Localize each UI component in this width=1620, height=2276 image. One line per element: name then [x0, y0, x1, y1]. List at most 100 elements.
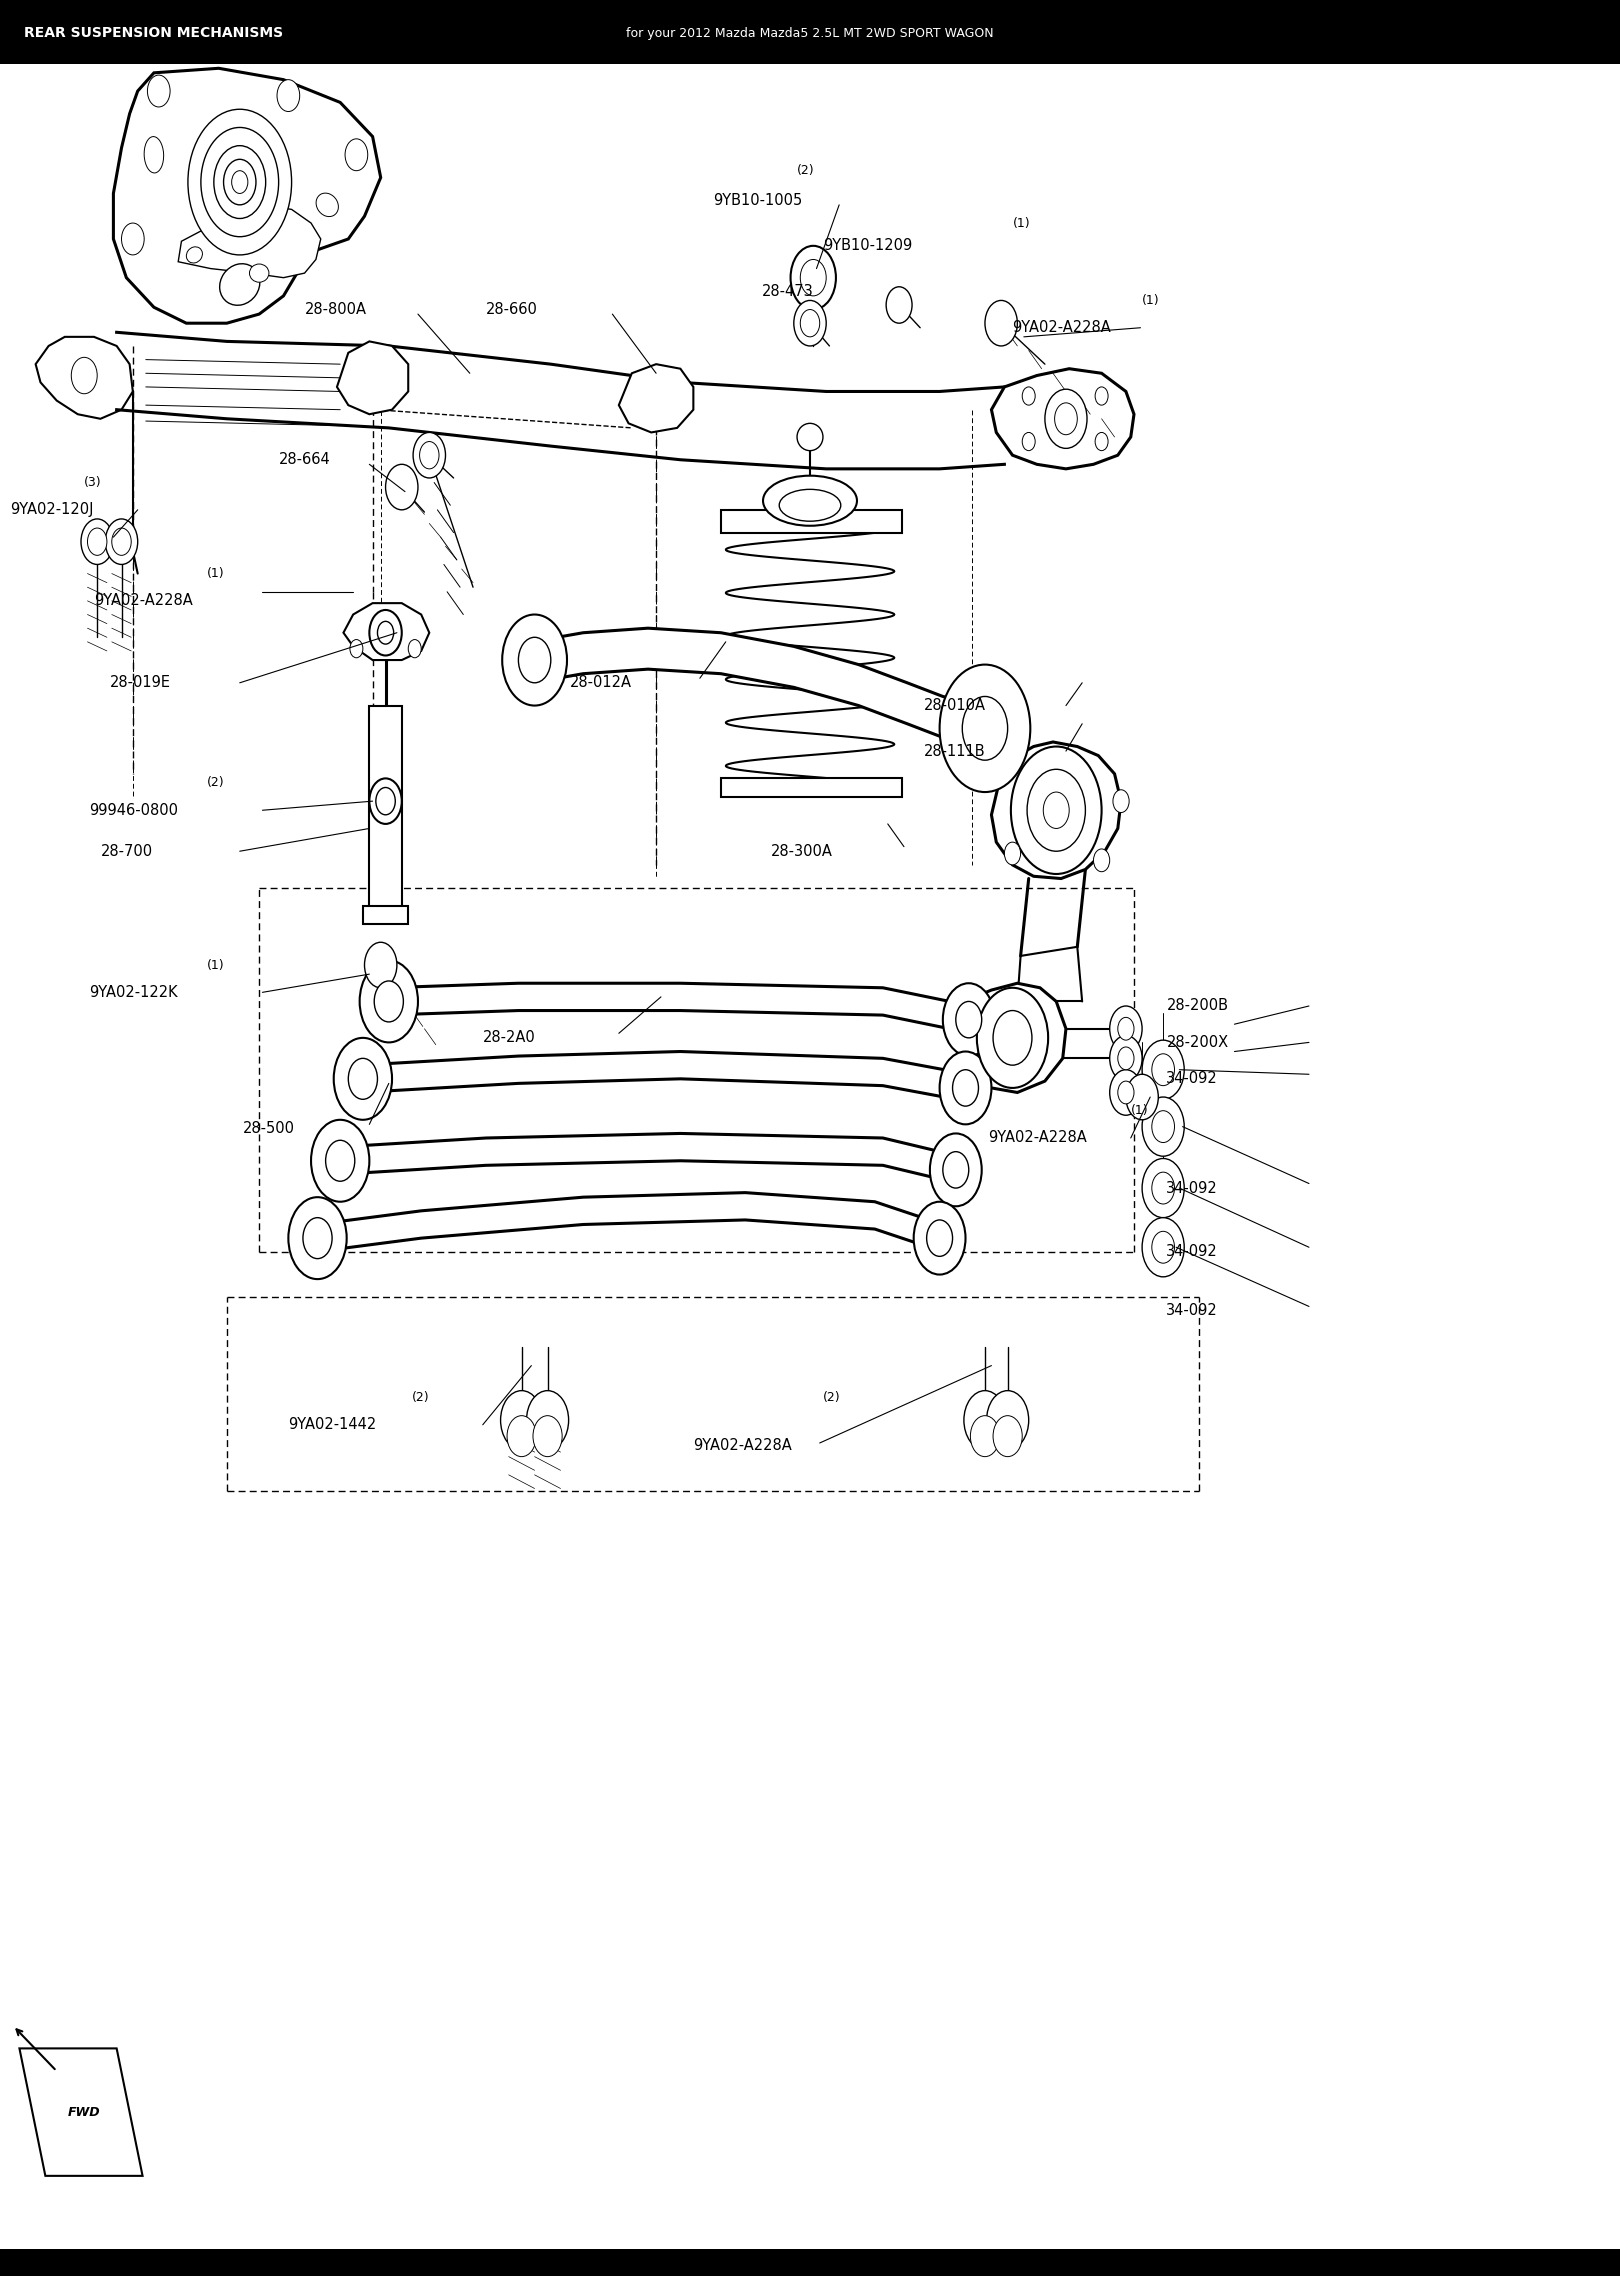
Text: 28-700: 28-700: [100, 844, 152, 858]
Circle shape: [386, 464, 418, 510]
Ellipse shape: [779, 489, 841, 521]
Circle shape: [930, 1133, 982, 1206]
Text: 28-200X: 28-200X: [1166, 1036, 1228, 1049]
Circle shape: [1043, 792, 1069, 828]
Bar: [721, 510, 902, 533]
Circle shape: [87, 528, 107, 555]
Circle shape: [201, 127, 279, 237]
Circle shape: [369, 610, 402, 655]
Circle shape: [507, 1416, 536, 1457]
Circle shape: [914, 1202, 966, 1275]
Circle shape: [501, 1391, 543, 1450]
Circle shape: [1152, 1231, 1174, 1263]
Ellipse shape: [316, 193, 339, 216]
Circle shape: [502, 615, 567, 706]
Circle shape: [1118, 1081, 1134, 1104]
Circle shape: [1113, 790, 1129, 813]
Circle shape: [348, 1058, 377, 1099]
Circle shape: [1152, 1111, 1174, 1143]
Text: 9YA02-A228A: 9YA02-A228A: [1012, 321, 1111, 335]
Bar: [0, 2249, 1620, 2276]
Circle shape: [112, 528, 131, 555]
Text: (1): (1): [207, 567, 225, 580]
Polygon shape: [19, 2048, 143, 2176]
Polygon shape: [337, 341, 408, 414]
Circle shape: [374, 981, 403, 1022]
Text: (1): (1): [1131, 1104, 1149, 1118]
Text: 28-2A0: 28-2A0: [483, 1031, 536, 1045]
Text: 28-660: 28-660: [486, 303, 538, 316]
Polygon shape: [964, 983, 1066, 1092]
Polygon shape: [386, 983, 972, 1033]
Text: 28-500: 28-500: [243, 1122, 295, 1136]
Circle shape: [345, 139, 368, 171]
Polygon shape: [36, 337, 133, 419]
Bar: [0, 0, 1620, 64]
Circle shape: [420, 442, 439, 469]
Text: (1): (1): [1012, 216, 1030, 230]
Text: 34-092: 34-092: [1166, 1304, 1218, 1318]
Polygon shape: [531, 628, 980, 747]
Text: 9YA02-122K: 9YA02-122K: [89, 986, 178, 999]
Text: for your 2012 Mazda Mazda5 2.5L MT 2WD SPORT WAGON: for your 2012 Mazda Mazda5 2.5L MT 2WD S…: [627, 27, 993, 39]
Text: (2): (2): [797, 164, 815, 178]
Circle shape: [791, 246, 836, 310]
Circle shape: [1126, 1074, 1158, 1120]
Circle shape: [350, 640, 363, 658]
Text: 9YB10-1209: 9YB10-1209: [823, 239, 912, 253]
Circle shape: [940, 1052, 991, 1124]
Circle shape: [1118, 1017, 1134, 1040]
Circle shape: [214, 146, 266, 218]
Circle shape: [970, 1416, 1000, 1457]
Circle shape: [1110, 1070, 1142, 1115]
Text: 28-012A: 28-012A: [570, 676, 632, 690]
Bar: [363, 906, 408, 924]
Circle shape: [311, 1120, 369, 1202]
Circle shape: [369, 778, 402, 824]
Circle shape: [1027, 769, 1085, 851]
Ellipse shape: [797, 423, 823, 451]
Circle shape: [147, 75, 170, 107]
Circle shape: [518, 637, 551, 683]
Circle shape: [1055, 403, 1077, 435]
Polygon shape: [991, 369, 1134, 469]
Text: 34-092: 34-092: [1166, 1245, 1218, 1259]
Circle shape: [962, 696, 1008, 760]
Circle shape: [364, 942, 397, 988]
Circle shape: [1110, 1006, 1142, 1052]
Circle shape: [800, 310, 820, 337]
Polygon shape: [343, 603, 429, 660]
Polygon shape: [619, 364, 693, 432]
Text: 99946-0800: 99946-0800: [89, 803, 178, 817]
Text: 9YA02-120J: 9YA02-120J: [10, 503, 94, 517]
Polygon shape: [113, 68, 381, 323]
Circle shape: [1152, 1172, 1174, 1204]
Polygon shape: [316, 1193, 943, 1252]
Circle shape: [105, 519, 138, 564]
Circle shape: [1094, 849, 1110, 872]
Circle shape: [1142, 1097, 1184, 1156]
Circle shape: [334, 1038, 392, 1120]
Circle shape: [1142, 1040, 1184, 1099]
Circle shape: [956, 1001, 982, 1038]
Circle shape: [993, 1011, 1032, 1065]
Circle shape: [953, 1070, 978, 1106]
Circle shape: [122, 223, 144, 255]
Circle shape: [81, 519, 113, 564]
Text: 28-800A: 28-800A: [305, 303, 366, 316]
Polygon shape: [360, 1052, 969, 1102]
Circle shape: [886, 287, 912, 323]
Circle shape: [794, 300, 826, 346]
Text: 28-019E: 28-019E: [110, 676, 172, 690]
Ellipse shape: [220, 264, 259, 305]
Circle shape: [1022, 432, 1035, 451]
Ellipse shape: [249, 264, 269, 282]
Circle shape: [993, 1416, 1022, 1457]
Circle shape: [977, 988, 1048, 1088]
Text: 9YA02-A228A: 9YA02-A228A: [693, 1438, 792, 1452]
Circle shape: [1095, 432, 1108, 451]
Polygon shape: [991, 742, 1121, 879]
Circle shape: [408, 640, 421, 658]
Circle shape: [288, 1197, 347, 1279]
Circle shape: [940, 665, 1030, 792]
